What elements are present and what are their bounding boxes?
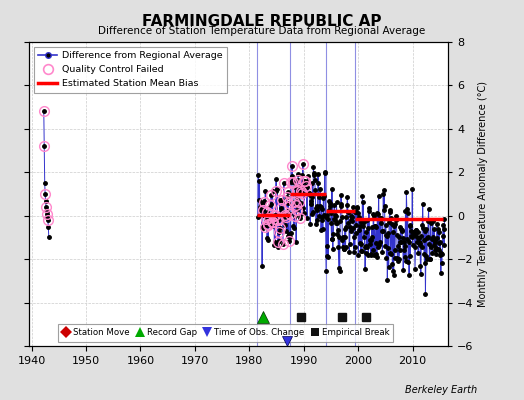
Y-axis label: Monthly Temperature Anomaly Difference (°C): Monthly Temperature Anomaly Difference (… bbox=[478, 81, 488, 307]
Text: Difference of Station Temperature Data from Regional Average: Difference of Station Temperature Data f… bbox=[99, 26, 425, 36]
Text: FARMINGDALE REPUBLIC AP: FARMINGDALE REPUBLIC AP bbox=[142, 14, 382, 29]
Text: Berkeley Earth: Berkeley Earth bbox=[405, 385, 477, 395]
Legend: Station Move, Record Gap, Time of Obs. Change, Empirical Break: Station Move, Record Gap, Time of Obs. C… bbox=[58, 324, 394, 342]
